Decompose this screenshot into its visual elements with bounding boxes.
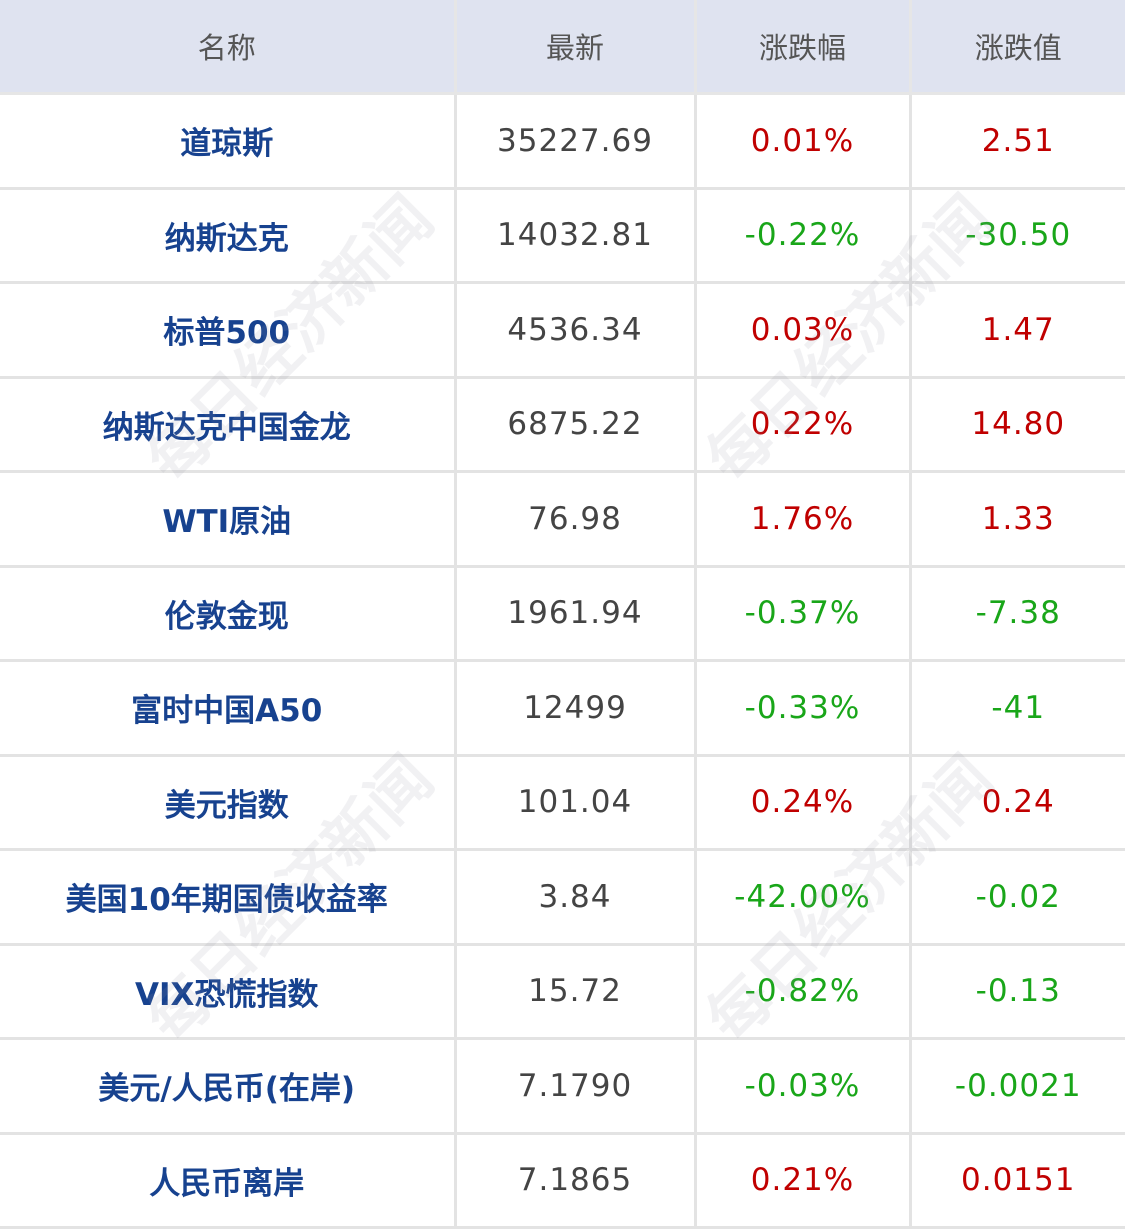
- last-price: 12499: [453, 659, 697, 757]
- change-value: 0.0151: [908, 1131, 1125, 1229]
- instrument-name: 富时中国A50: [0, 659, 457, 757]
- instrument-name: 人民币离岸: [0, 1131, 457, 1229]
- change-value: 2.51: [908, 92, 1125, 190]
- table-row: VIX恐慌指数 15.72 -0.82% -0.13: [0, 942, 1125, 1040]
- change-value: 14.80: [908, 375, 1125, 473]
- change-value: 0.24: [908, 753, 1125, 851]
- change-percent: -0.37%: [693, 564, 912, 662]
- instrument-name: 标普500: [0, 281, 457, 379]
- header-change-pct: 涨跌幅: [693, 0, 912, 95]
- instrument-name: 美元/人民币(在岸): [0, 1037, 457, 1135]
- table-row: 道琼斯 35227.69 0.01% 2.51: [0, 92, 1125, 190]
- change-value: -41: [908, 659, 1125, 757]
- change-value: -0.0021: [908, 1037, 1125, 1135]
- instrument-name: 纳斯达克: [0, 186, 457, 284]
- last-price: 6875.22: [453, 375, 697, 473]
- instrument-name: VIX恐慌指数: [0, 942, 457, 1040]
- table-row: 标普500 4536.34 0.03% 1.47: [0, 281, 1125, 379]
- change-percent: 0.03%: [693, 281, 912, 379]
- table-body: 道琼斯 35227.69 0.01% 2.51 纳斯达克 14032.81 -0.22% -3…: [0, 92, 1125, 1229]
- table-row: 美元指数 101.04 0.24% 0.24: [0, 753, 1125, 851]
- instrument-name: 伦敦金现: [0, 564, 457, 662]
- change-percent: 0.22%: [693, 375, 912, 473]
- instrument-name: 道琼斯: [0, 92, 457, 190]
- change-value: -7.38: [908, 564, 1125, 662]
- change-percent: -0.22%: [693, 186, 912, 284]
- change-percent: 0.01%: [693, 92, 912, 190]
- last-price: 14032.81: [453, 186, 697, 284]
- table-row: 美国10年期国债收益率 3.84 -42.00% -0.02: [0, 848, 1125, 946]
- change-percent: 1.76%: [693, 470, 912, 568]
- change-percent: -0.82%: [693, 942, 912, 1040]
- change-percent: -0.33%: [693, 659, 912, 757]
- last-price: 7.1865: [453, 1131, 697, 1229]
- instrument-name: WTI原油: [0, 470, 457, 568]
- change-percent: 0.21%: [693, 1131, 912, 1229]
- change-percent: 0.24%: [693, 753, 912, 851]
- table-row: WTI原油 76.98 1.76% 1.33: [0, 470, 1125, 568]
- last-price: 1961.94: [453, 564, 697, 662]
- instrument-name: 纳斯达克中国金龙: [0, 375, 457, 473]
- change-value: -0.02: [908, 848, 1125, 946]
- last-price: 15.72: [453, 942, 697, 1040]
- last-price: 101.04: [453, 753, 697, 851]
- change-value: 1.47: [908, 281, 1125, 379]
- header-last: 最新: [453, 0, 697, 95]
- header-row: 名称 最新 涨跌幅 涨跌值: [0, 0, 1125, 95]
- change-percent: -0.03%: [693, 1037, 912, 1135]
- last-price: 35227.69: [453, 92, 697, 190]
- last-price: 7.1790: [453, 1037, 697, 1135]
- change-value: 1.33: [908, 470, 1125, 568]
- table-row: 富时中国A50 12499 -0.33% -41: [0, 659, 1125, 757]
- table-row: 美元/人民币(在岸) 7.1790 -0.03% -0.0021: [0, 1037, 1125, 1135]
- instrument-name: 美国10年期国债收益率: [0, 848, 457, 946]
- header-name: 名称: [0, 0, 457, 95]
- table-row: 纳斯达克中国金龙 6875.22 0.22% 14.80: [0, 375, 1125, 473]
- last-price: 4536.34: [453, 281, 697, 379]
- change-value: -0.13: [908, 942, 1125, 1040]
- header-change-value: 涨跌值: [908, 0, 1125, 95]
- instrument-name: 美元指数: [0, 753, 457, 851]
- change-percent: -42.00%: [693, 848, 912, 946]
- change-value: -30.50: [908, 186, 1125, 284]
- table-row: 伦敦金现 1961.94 -0.37% -7.38: [0, 564, 1125, 662]
- last-price: 3.84: [453, 848, 697, 946]
- last-price: 76.98: [453, 470, 697, 568]
- table-row: 人民币离岸 7.1865 0.21% 0.0151: [0, 1131, 1125, 1229]
- table-row: 纳斯达克 14032.81 -0.22% -30.50: [0, 186, 1125, 284]
